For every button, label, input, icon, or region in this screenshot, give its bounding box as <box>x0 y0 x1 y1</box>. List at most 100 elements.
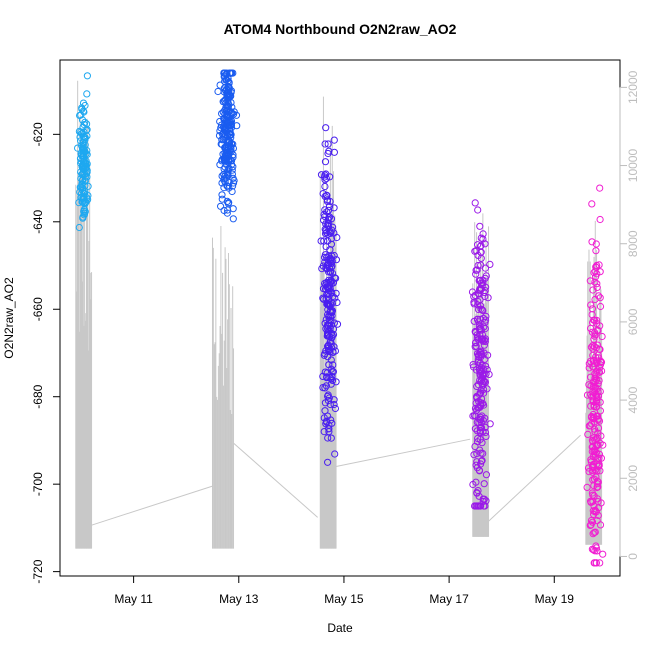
data-point <box>588 200 596 208</box>
data-point <box>322 325 330 333</box>
data-point <box>597 454 606 462</box>
data-point <box>594 416 602 424</box>
data-point <box>485 370 493 378</box>
data-point <box>227 157 235 165</box>
data-point <box>224 94 233 102</box>
data-point <box>81 199 90 207</box>
data-point <box>589 382 598 390</box>
data-point <box>473 331 481 339</box>
data-point <box>325 147 333 155</box>
x-tick-label: May 17 <box>429 592 469 606</box>
data-point <box>80 189 88 197</box>
data-point <box>322 175 330 183</box>
data-point <box>474 261 482 270</box>
data-point <box>324 434 332 442</box>
data-point <box>588 518 597 526</box>
data-point <box>223 102 231 111</box>
data-point <box>476 222 484 230</box>
data-point <box>214 87 222 96</box>
data-point <box>325 214 333 222</box>
secondary-trace-segment <box>75 80 93 549</box>
data-point <box>589 397 597 405</box>
data-point <box>476 286 484 294</box>
data-point <box>74 144 82 152</box>
data-point <box>589 319 597 327</box>
data-point <box>586 277 594 285</box>
data-point <box>474 434 482 443</box>
data-point <box>322 316 330 324</box>
secondary-trace-bridge <box>335 438 471 468</box>
data-point <box>590 559 598 567</box>
data-point <box>585 360 593 368</box>
data-point <box>330 204 338 212</box>
y-tick-label: -660 <box>31 297 45 321</box>
data-point <box>333 233 341 242</box>
data-point <box>79 144 87 153</box>
data-point <box>324 332 332 340</box>
data-point <box>331 404 339 413</box>
data-point <box>589 466 597 474</box>
data-point <box>592 240 600 248</box>
data-point <box>474 381 482 389</box>
data-point <box>479 235 487 243</box>
data-point <box>469 412 477 420</box>
data-point <box>471 343 479 351</box>
data-point <box>596 294 604 302</box>
data-point <box>591 428 599 436</box>
data-point <box>80 207 88 215</box>
data-point <box>593 359 601 367</box>
data-point <box>331 450 339 458</box>
data-point <box>480 401 488 409</box>
data-point <box>587 516 596 525</box>
data-point <box>595 450 604 458</box>
data-point <box>477 254 485 262</box>
data-point <box>480 366 488 374</box>
data-point <box>476 426 484 435</box>
data-point <box>82 160 90 168</box>
data-point <box>330 400 338 409</box>
data-point <box>325 268 333 276</box>
data-point <box>595 454 603 462</box>
data-point <box>322 124 330 132</box>
data-point <box>329 269 337 277</box>
data-point <box>324 391 332 399</box>
data-point <box>328 376 337 384</box>
data-point <box>474 356 482 364</box>
data-point <box>590 475 599 483</box>
data-point <box>584 464 593 472</box>
data-point <box>229 179 238 187</box>
data-point <box>585 381 593 389</box>
plot-frame <box>59 59 621 577</box>
data-point <box>221 157 229 165</box>
data-point <box>81 173 90 181</box>
data-point <box>594 434 602 442</box>
data-point <box>225 137 233 146</box>
data-point <box>328 419 336 427</box>
secondary-trace-bridge <box>233 442 318 518</box>
data-point <box>477 326 485 334</box>
data-point <box>486 420 494 428</box>
secondary-trace-bridge <box>488 434 581 522</box>
data-point <box>224 171 232 180</box>
data-point <box>220 155 228 163</box>
x-axis-label: Date <box>327 621 353 635</box>
data-point <box>477 302 485 310</box>
data-point <box>329 325 338 333</box>
data-point <box>590 492 598 500</box>
data-point <box>320 295 328 303</box>
data-point <box>79 214 87 222</box>
data-point <box>471 404 480 412</box>
data-point <box>477 350 485 358</box>
data-point <box>593 547 601 555</box>
data-point <box>228 170 236 178</box>
data-point <box>82 150 90 158</box>
data-point <box>469 480 477 489</box>
series-may-19-20-cluster <box>583 184 607 567</box>
data-point <box>474 305 483 314</box>
data-point <box>588 328 597 336</box>
data-point <box>591 267 599 275</box>
data-point <box>586 373 595 381</box>
y2-tick-label: 0 <box>626 553 640 560</box>
data-point <box>331 274 339 282</box>
